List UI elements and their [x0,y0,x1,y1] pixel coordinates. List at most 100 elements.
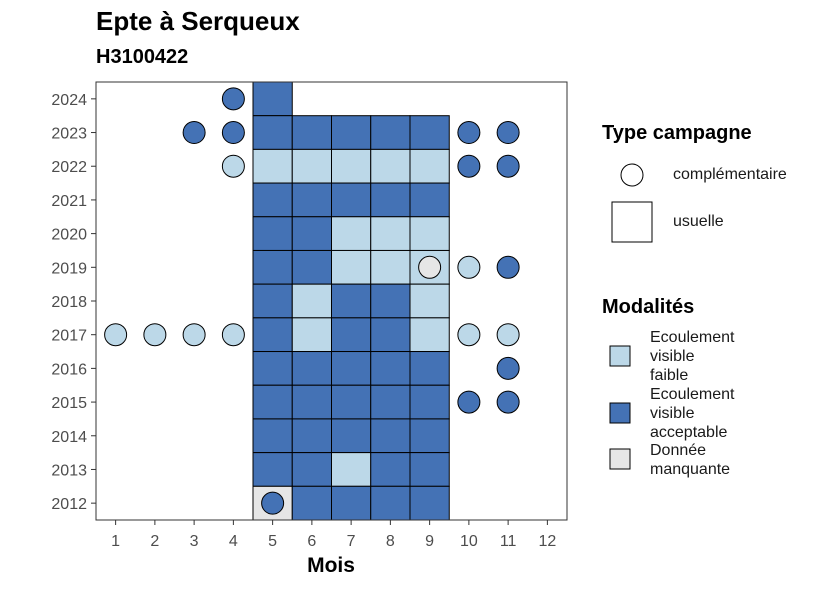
x-tick-label-1: 1 [111,533,120,550]
y-tick-label-2020: 2020 [51,227,87,244]
usuelle-cell-2023-7 [331,115,372,150]
usuelle-cell-2023-6 [291,115,332,150]
complementaire-point-2015-10 [457,390,481,414]
complementaire-point-2017-10 [457,323,481,347]
usuelle-cell-2023-9 [409,115,450,150]
usuelle-cell-2018-9 [409,283,450,319]
complementaire-point-2019-10 [457,255,481,279]
y-tick-label-2023: 2023 [51,126,87,143]
y-tick-label-2014: 2014 [51,429,87,446]
usuelle-cell-2022-8 [370,148,411,184]
usuelle-cell-2020-9 [409,216,450,251]
usuelle-cell-2022-5 [252,148,293,184]
legend-faible-key [609,345,631,367]
usuelle-cell-2014-8 [370,418,411,454]
x-axis: 1 2 3 4 5 6 7 8 9 10 11 12 [111,520,556,550]
x-tick-label-5: 5 [268,533,277,550]
usuelle-cell-2022-9 [409,148,450,184]
complementaire-point-2017-2 [143,323,167,347]
usuelle-cell-2019-5 [252,249,293,285]
legend-faible-line-2: visible [650,348,695,365]
usuelle-cell-2015-5 [252,384,293,420]
usuelle-cell-2013-9 [409,452,450,487]
usuelle-cell-2012-6 [291,485,332,521]
y-tick-label-2015: 2015 [51,395,87,412]
x-tick-label-11: 11 [500,533,517,550]
legend-complementaire-key [620,163,644,187]
complementaire-point-2017-3 [182,323,206,347]
usuelle-cell-2015-6 [291,384,332,420]
complementaire-point-2022-10 [457,154,481,178]
usuelle-cell-2024-5 [252,81,293,117]
y-tick-label-2019: 2019 [51,260,87,277]
usuelle-cell-2022-7 [331,148,372,184]
usuelle-cell-2017-9 [409,317,450,353]
usuelle-cell-2012-8 [370,485,411,521]
legend-faible-label: Ecoulement visible faible [650,328,735,385]
complementaire-point-2012-5 [261,491,285,515]
complementaire-point-2024-4 [221,87,245,111]
complementaire-point-2019-11 [496,255,520,279]
usuelle-cell-2020-5 [252,216,293,251]
usuelle-cell-2016-7 [331,351,372,386]
x-tick-label-12: 12 [538,533,556,550]
usuelle-cell-2021-8 [370,182,411,218]
usuelle-cell-2013-6 [291,452,332,487]
complementaire-point-2017-11 [496,323,520,347]
usuelle-cell-2023-8 [370,115,411,150]
usuelle-cell-2014-7 [331,418,372,454]
usuelle-cell-2013-8 [370,452,411,487]
x-tick-label-2: 2 [150,533,159,550]
complementaire-point-2023-10 [457,121,481,145]
legend-faible-line-1: Ecoulement [650,329,735,346]
usuelle-cell-2014-5 [252,418,293,454]
usuelle-cell-2016-6 [291,351,332,386]
complementaire-point-2023-3 [182,121,206,145]
complementaire-points [104,87,520,515]
legend-acceptable-line-2: visible [650,405,695,422]
y-tick-label-2018: 2018 [51,294,87,311]
legend-manquante-line-1: Donnée [650,442,707,459]
y-tick-label-2016: 2016 [51,361,87,378]
usuelle-cell-2021-7 [331,182,372,218]
legend-usuelle-key [611,201,653,243]
usuelle-cell-2013-5 [252,452,293,487]
usuelle-cell-2019-8 [370,249,411,285]
legend-manquante-label: Donnée manquante [650,441,730,479]
legend-acceptable-label: Ecoulement visible acceptable [650,385,735,442]
usuelle-cell-2020-7 [331,216,372,251]
usuelle-cell-2020-6 [291,216,332,251]
usuelle-cell-2021-5 [252,182,293,218]
usuelle-cell-2015-8 [370,384,411,420]
x-tick-label-7: 7 [347,533,356,550]
usuelle-cell-2018-8 [370,283,411,319]
legend-manquante-key [609,448,631,470]
x-tick-label-10: 10 [460,533,478,550]
usuelle-cell-2013-7 [331,452,372,487]
usuelle-cell-2016-8 [370,351,411,386]
usuelle-cell-2015-7 [331,384,372,420]
legend-type-title: Type campagne [602,122,752,144]
usuelle-cell-2017-5 [252,317,293,353]
x-tick-label-9: 9 [425,533,434,550]
complementaire-point-2017-1 [104,323,128,347]
usuelle-cell-2017-8 [370,317,411,353]
legend-usuelle-label: usuelle [673,213,724,230]
complementaire-point-2022-11 [496,154,520,178]
complementaire-point-2017-4 [221,323,245,347]
x-axis-label: Mois [307,554,355,577]
legend-faible-line-3: faible [650,367,689,384]
usuelle-cells [252,81,450,521]
usuelle-cell-2017-7 [331,317,372,353]
usuelle-cell-2017-6 [291,317,332,353]
y-tick-label-2012: 2012 [51,496,87,513]
y-axis: 2012 2013 2014 2015 2016 2017 2018 2019 2020 2021… [51,92,96,513]
legend-acceptable-key [609,402,631,424]
usuelle-cell-2019-6 [291,249,332,285]
legend [609,163,653,470]
legend-modalites-title: Modalités [602,296,695,318]
y-tick-label-2017: 2017 [51,328,87,345]
complementaire-point-2016-11 [496,356,520,380]
usuelle-cell-2022-6 [291,148,332,184]
y-tick-label-2021: 2021 [51,193,87,210]
